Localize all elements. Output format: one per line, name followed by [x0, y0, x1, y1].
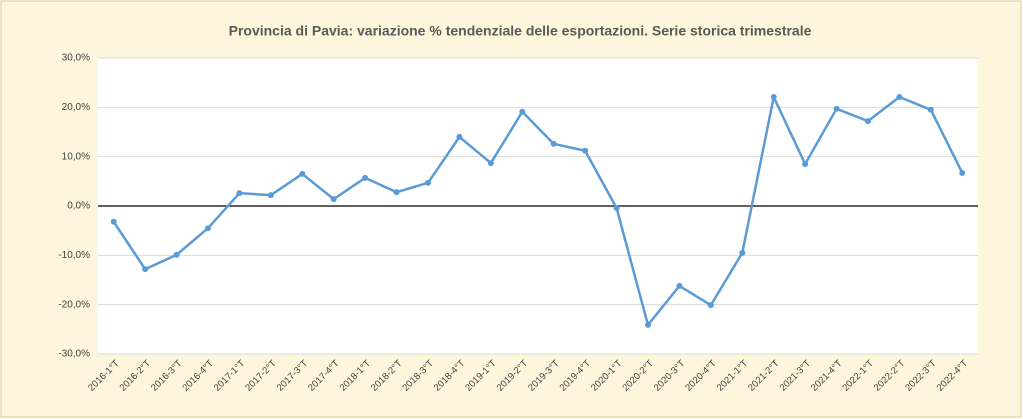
data-point — [927, 106, 934, 113]
data-point — [645, 321, 651, 328]
data-point — [959, 169, 966, 176]
data-point — [582, 147, 589, 154]
data-point — [393, 189, 400, 196]
data-point — [833, 105, 840, 112]
data-point — [362, 174, 369, 181]
data-point — [802, 161, 809, 168]
data-point — [267, 192, 274, 199]
data-point — [299, 170, 306, 177]
y-tick-label: 0,0% — [67, 201, 90, 212]
y-tick-label: 10,0% — [62, 151, 90, 162]
data-point — [456, 133, 463, 140]
data-point — [236, 190, 243, 197]
data-point — [330, 196, 337, 203]
y-tick-label: 20,0% — [62, 102, 90, 113]
y-tick-label: -30,0% — [58, 349, 90, 360]
data-point — [770, 93, 777, 100]
data-line — [112, 95, 964, 327]
y-tick-label: -20,0% — [58, 299, 90, 310]
data-point — [707, 302, 714, 309]
data-point — [205, 225, 211, 232]
data-point — [676, 282, 683, 289]
y-tick-label: 30,0% — [62, 53, 90, 64]
data-point — [425, 179, 431, 186]
data-point — [487, 160, 494, 167]
data-point — [173, 251, 180, 258]
y-tick-label: -10,0% — [58, 250, 90, 261]
data-point — [519, 108, 526, 115]
data-point — [142, 266, 149, 273]
data-point — [865, 118, 871, 125]
data-point — [550, 140, 557, 147]
data-point — [613, 204, 620, 211]
data-point — [110, 218, 117, 225]
data-point — [896, 93, 903, 100]
data-point — [739, 249, 746, 256]
chart-title: Provincia di Pavia: variazione % tendenz… — [229, 23, 812, 39]
